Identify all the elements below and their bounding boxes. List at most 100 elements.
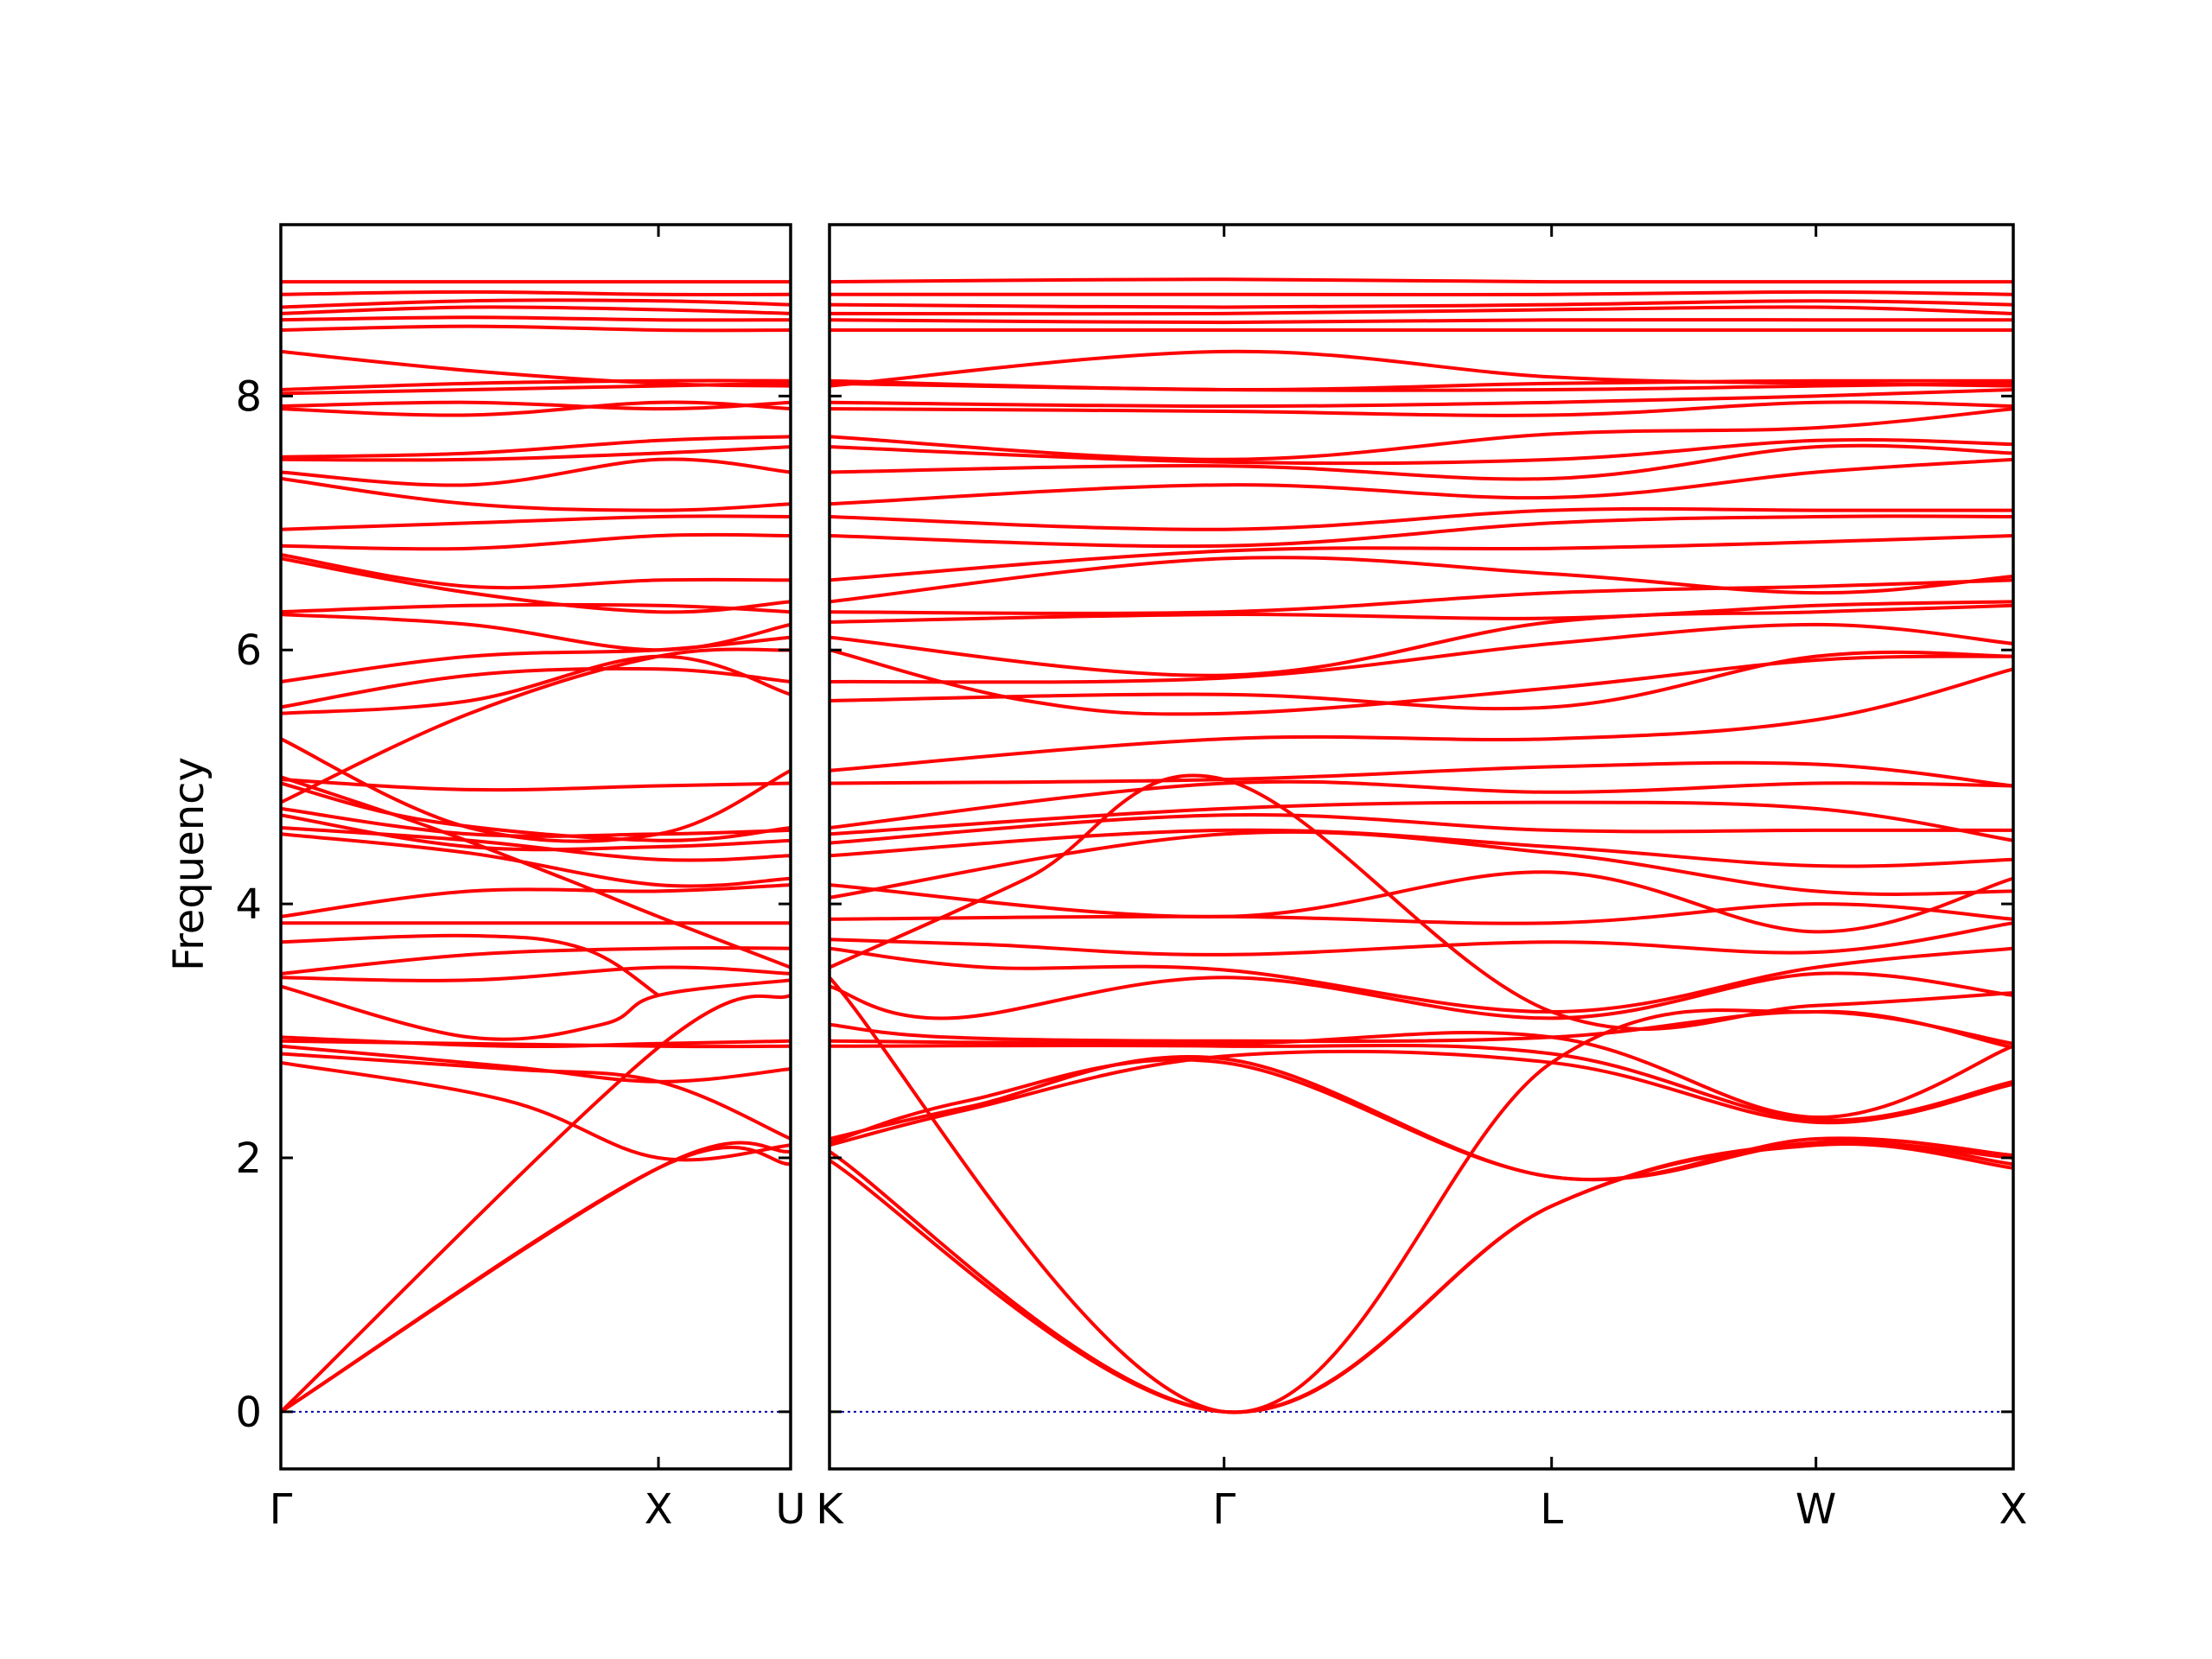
panel-1-frame [279,223,792,1471]
band-36-panel2 [830,407,2013,461]
kpoint-label: Γ [1212,1485,1236,1534]
band-40-panel2 [830,378,2013,392]
kpoint-label: L [1540,1485,1563,1534]
band-19-panel2 [830,779,2013,830]
band-30-panel1 [281,553,791,590]
band-31-panel2 [830,514,2013,549]
band-41-panel1 [281,349,791,388]
band-13-panel2 [830,902,2013,925]
band-16-panel2 [830,828,2013,868]
band-33-panel1 [281,476,791,512]
band-8-panel2 [830,1030,2013,1120]
band-21-panel2 [830,773,2013,1031]
band-43-panel2 [830,317,2013,325]
band-23-panel1 [281,647,791,804]
band-25-panel1 [281,666,791,709]
band-27-panel2 [830,600,2013,624]
band-35-panel1 [281,445,791,462]
band-11-panel1 [281,945,791,976]
band-23-panel2 [830,648,2013,716]
y-tick-label: 0 [235,1389,262,1437]
band-12-panel1 [281,933,660,997]
band-6-panel1 [281,1044,791,1084]
band-19-panel1 [281,781,791,842]
band-5-panel1 [281,1052,791,1141]
band-4-panel1 [281,1060,791,1162]
band-3-panel1 [281,1141,791,1414]
band-38-panel1 [281,400,791,411]
band-45-panel2 [830,299,2013,309]
band-22-panel2 [830,667,2013,772]
band-46-panel2 [830,289,2013,297]
band-8-panel1 [281,1035,791,1049]
band-33-panel2 [830,457,2013,506]
kpoint-label: K [816,1485,844,1534]
band-40-panel1 [281,378,791,391]
band-7-panel2 [830,1043,2013,1122]
band-1-panel1 [281,994,791,1414]
band-27-panel1 [281,613,791,652]
band-10-panel2 [830,971,2013,1020]
band-9-panel1 [281,978,791,1041]
band-45-panel1 [281,298,791,309]
kpoint-label: W [1796,1485,1836,1534]
y-tick-label: 6 [235,626,262,675]
band-17-panel1 [281,813,791,852]
band-18-panel2 [830,800,2013,842]
band-44-panel2 [830,305,2013,316]
frames-layer [279,223,2015,1471]
band-37-panel2 [830,400,2013,417]
ticks-layer: 0 2 4 6 8 Γ X U K Γ L W X [235,225,2027,1534]
band-15-panel2 [830,830,2013,899]
panel-2-frame [828,223,2015,1471]
band-46-panel1 [281,289,791,297]
band-10-panel1 [281,965,791,982]
band-34-panel1 [281,457,791,487]
band-25-panel2 [830,622,2013,684]
band-12-panel2 [830,921,2013,957]
band-24-panel2 [830,650,2013,711]
band-26-panel1 [281,635,791,683]
y-tick-label: 4 [235,880,262,929]
band-29-panel1 [281,556,791,614]
band-15-panel1 [281,832,791,888]
y-axis-label: Frequency [165,757,213,971]
band-43-panel1 [281,315,791,322]
y-tick-label: 2 [235,1135,262,1183]
band-32-panel1 [281,514,791,531]
band-11-panel2 [830,946,2013,1014]
band-35-panel2 [830,437,2013,466]
kpoint-label: U [775,1485,805,1534]
kpoint-label: X [1999,1485,2028,1534]
y-tick-label: 8 [235,372,262,421]
kpoint-label: X [645,1485,673,1534]
band-24-panel1 [281,654,791,715]
band-20-panel2 [830,760,2013,788]
band-30-panel2 [830,534,2013,582]
band-4-panel2 [830,1058,2013,1182]
band-47-panel2 [830,277,2013,284]
band-34-panel2 [830,443,2013,481]
band-36-panel1 [281,435,791,459]
band-14-panel1 [281,883,791,918]
band-6-panel2 [830,1049,2013,1147]
band-14-panel2 [830,870,2013,934]
band-9-panel2 [830,1009,2013,1046]
band-29-panel2 [830,556,2013,604]
band-28-panel2 [830,578,2013,615]
band-21-panel1 [281,775,791,969]
band-5-panel2 [830,1054,2013,1182]
band-41-panel2 [830,349,2013,388]
band-26-panel2 [830,603,2013,677]
band-44-panel1 [281,305,791,315]
band-31-panel1 [281,532,791,551]
kpoint-label: Γ [270,1485,293,1534]
band-17-panel2 [830,813,2013,845]
bands-layer [281,277,2013,1414]
band-22-panel1 [281,737,791,843]
band-42-panel1 [281,324,791,333]
band-38-panel2 [830,388,2013,409]
band-20-panel1 [281,778,791,792]
band-37-panel1 [281,400,791,417]
